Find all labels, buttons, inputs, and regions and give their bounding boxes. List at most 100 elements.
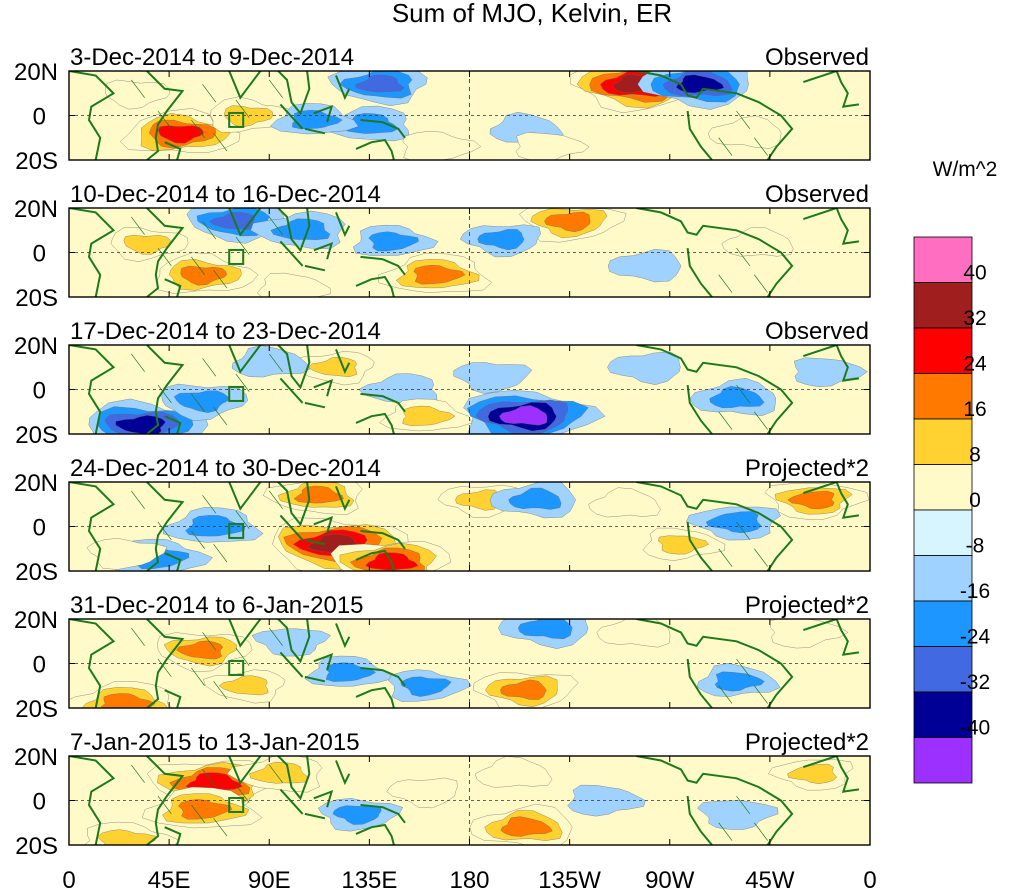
panel-date-range: 3-Dec-2014 to 9-Dec-2014: [70, 44, 354, 71]
panel-3: 20N 0 20S 17-Dec-2014 to 23-Dec-2014 Observe…: [14, 318, 871, 449]
y-tick-label: 20N: [14, 333, 58, 360]
coastline: [193, 482, 262, 511]
panel-date-range: 17-Dec-2014 to 23-Dec-2014: [70, 318, 381, 345]
reference-box: [228, 248, 245, 265]
country-border: [235, 647, 250, 666]
colorbar-level-label: -8: [966, 535, 985, 558]
contour-fill: [413, 264, 466, 285]
country-border: [736, 658, 751, 678]
country-border: [191, 256, 206, 275]
country-border: [718, 685, 733, 704]
reference-box: [228, 796, 245, 813]
y-tick-label: 0: [33, 789, 46, 816]
colorbar-level-label: 0: [969, 489, 981, 512]
contour-fill: [249, 762, 310, 784]
x-tick-label: 90E: [248, 867, 291, 889]
coastline: [360, 392, 406, 413]
contour-fill: [477, 229, 525, 251]
country-border: [157, 110, 172, 130]
country-border: [736, 795, 751, 815]
colorbar-swatch: [913, 555, 973, 602]
colorbar-level-label: -16: [960, 580, 990, 603]
coastline: [164, 278, 182, 297]
coastline: [802, 71, 860, 108]
x-tick-label: 90W: [645, 867, 695, 889]
contour-fill: [180, 265, 227, 286]
coastline: [636, 756, 794, 845]
contour-fill: [158, 125, 204, 144]
colorbar-swatch: [913, 509, 973, 556]
y-tick-label: 20S: [15, 422, 58, 449]
coastline: [335, 75, 351, 101]
country-border: [718, 137, 733, 156]
coastline: [802, 482, 860, 519]
coastline: [276, 482, 311, 527]
coastline: [355, 549, 395, 571]
contour-fill: [500, 816, 553, 837]
coastline: [304, 264, 326, 272]
contour-fill: [607, 351, 681, 385]
contour-fill: [105, 79, 171, 110]
country-border: [131, 764, 145, 783]
coastline: [686, 247, 713, 297]
panel-2: 20N 0 20S 10-Dec-2014 to 16-Dec-2014 Observe…: [14, 181, 871, 312]
contour-fill: [453, 362, 533, 394]
panel-4: 20N 0 20S 24-Dec-2014 to 30-Dec-2014 Project…: [14, 455, 871, 586]
country-border: [213, 818, 228, 837]
x-axis: 0 45E 90E 135E 180 135W 90W 45W 0: [62, 867, 876, 889]
anomaly-field: [69, 619, 849, 708]
country-border: [202, 221, 217, 240]
country-border: [268, 216, 283, 235]
country-border: [191, 667, 206, 686]
coastline: [193, 71, 262, 100]
coastline: [276, 208, 311, 253]
coastline: [636, 619, 794, 708]
contour-fill: [293, 486, 344, 504]
coastline: [69, 756, 116, 845]
coastline: [279, 651, 304, 678]
panel-status: Observed: [765, 44, 869, 71]
y-tick-label: 0: [33, 378, 46, 405]
colorbar-swatch: [913, 282, 973, 329]
coastline: [276, 71, 311, 116]
y-tick-label: 20N: [14, 607, 58, 634]
y-tick-label: 20N: [14, 744, 58, 771]
contour-fill: [515, 132, 590, 160]
coastlines: [69, 482, 860, 571]
panel-status: Projected*2: [745, 455, 869, 482]
coastline: [313, 789, 334, 808]
contour-fill: [793, 357, 868, 387]
contour-fill: [518, 619, 573, 640]
anomaly-field: [110, 208, 794, 297]
coastline: [193, 345, 262, 374]
y-tick-label: 20S: [15, 696, 58, 723]
contour-fill: [402, 405, 456, 426]
x-tick-label: 0: [863, 867, 876, 889]
country-border: [754, 137, 768, 156]
panel-date-range: 31-Dec-2014 to 6-Jan-2015: [70, 592, 364, 619]
coastlines: [69, 619, 860, 708]
country-border: [202, 358, 217, 377]
y-tick-label: 20N: [14, 196, 58, 223]
coastline: [636, 71, 794, 160]
contour-fill: [658, 535, 710, 555]
coastline: [164, 689, 182, 708]
coastline: [304, 127, 326, 135]
coastline: [279, 377, 304, 404]
coastlines: [69, 71, 860, 160]
contour-fill: [86, 538, 168, 570]
colorbar-level-label: 8: [969, 444, 981, 467]
contour-fill: [708, 115, 782, 149]
country-border: [754, 685, 768, 704]
contour-fill: [257, 272, 331, 297]
contour-fill: [709, 386, 765, 409]
panel-status: Projected*2: [745, 592, 869, 619]
reference-box: [228, 659, 245, 676]
coastline: [146, 345, 185, 434]
y-tick-label: 20S: [15, 285, 58, 312]
coastlines: [69, 208, 860, 297]
coastline: [636, 345, 794, 434]
country-border: [202, 495, 217, 514]
x-tick-label: 135E: [341, 867, 397, 889]
contour-fill: [544, 211, 591, 233]
